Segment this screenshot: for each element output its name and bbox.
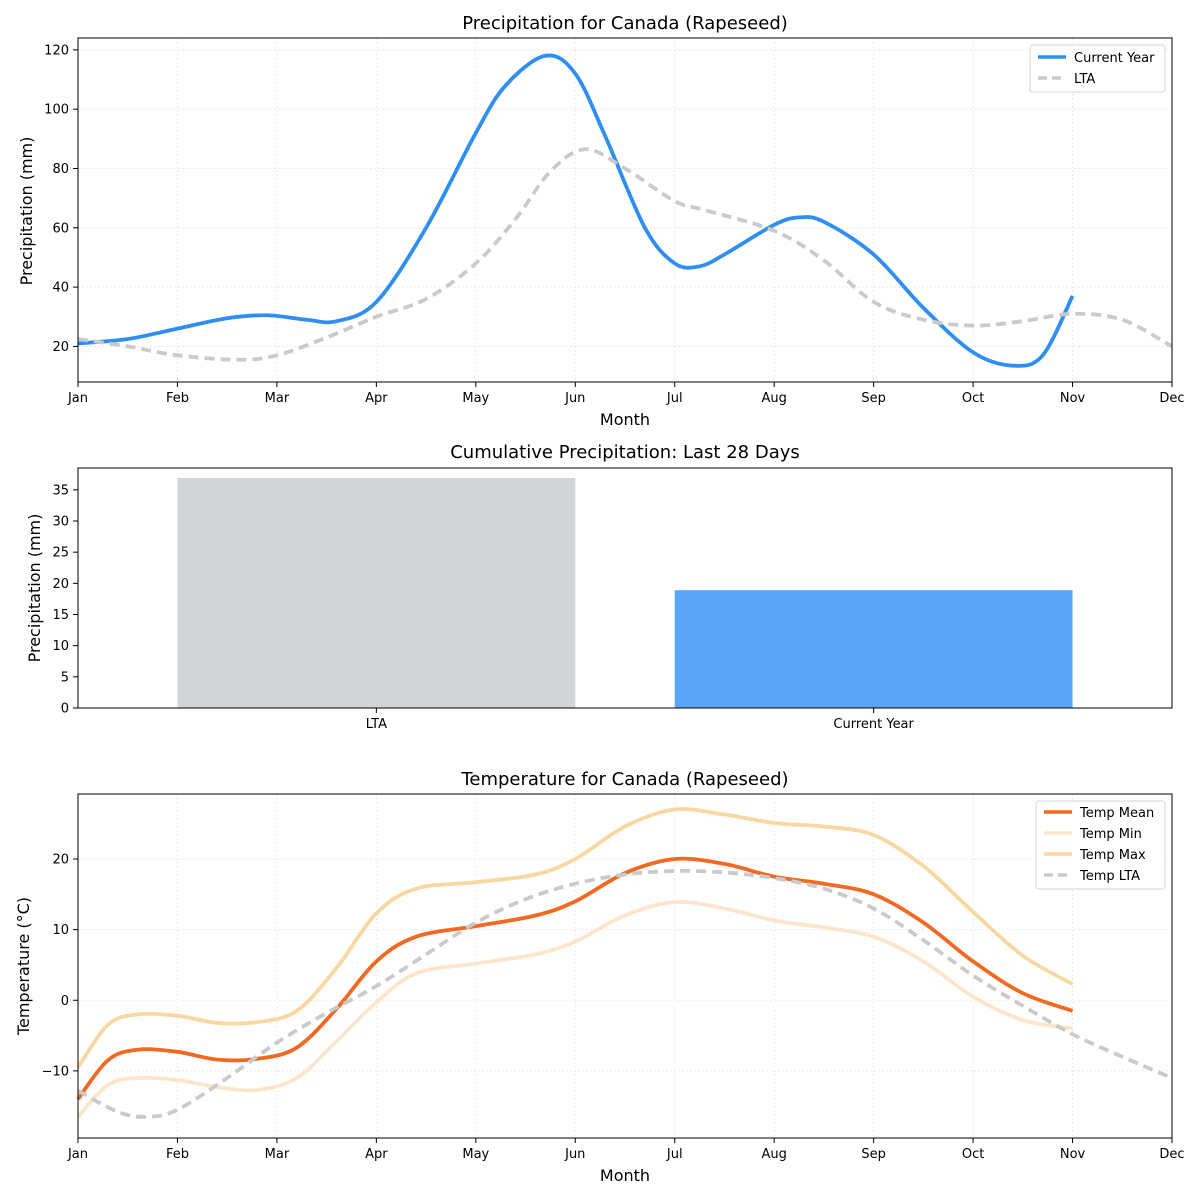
x-axis-label: Month [600, 410, 650, 429]
y-tick-label: 0 [61, 994, 69, 1009]
chart-title: Precipitation for Canada (Rapeseed) [462, 13, 788, 34]
gridlines [77, 794, 1173, 1138]
x-tick-label: Jul [666, 391, 683, 406]
bars [177, 477, 1073, 708]
temperature-line-chart: Temperature for Canada (Rapeseed) Month … [14, 769, 1185, 1185]
series-lines [77, 53, 1173, 368]
x-tick-label: Feb [166, 1147, 189, 1162]
bar-current-year [674, 590, 1073, 708]
plot-frame [77, 37, 1173, 383]
x-tick-label: Jan [67, 1147, 88, 1162]
legend-label-lta: LTA [1074, 72, 1095, 87]
x-tick-label: Oct [962, 391, 984, 406]
series-line-current-year [77, 53, 1075, 368]
series-line-temp-min [76, 899, 1073, 1119]
x-tick-label: Dec [1159, 1147, 1184, 1162]
legend-label-temp-lta: Temp LTA [1079, 869, 1140, 884]
chart-title: Temperature for Canada (Rapeseed) [460, 769, 788, 790]
series-lines [76, 807, 1173, 1119]
series-line-lta [77, 147, 1173, 362]
x-tick-label: LTA [366, 717, 387, 732]
x-tick-label: Current Year [833, 717, 914, 732]
legend: Current Year LTA [1029, 44, 1166, 93]
x-tick-label: Apr [365, 1147, 388, 1162]
legend-box [1035, 800, 1166, 890]
legend-label-temp-mean: Temp Mean [1079, 806, 1154, 821]
chart-title: Cumulative Precipitation: Last 28 Days [450, 442, 800, 463]
y-tick-label: −10 [42, 1064, 69, 1079]
x-tick-label: Jun [564, 391, 585, 406]
y-axis-label: Precipitation (mm) [17, 137, 36, 286]
y-tick-label: 10 [52, 639, 69, 654]
y-tick-label: 30 [52, 514, 69, 529]
y-tick-label: 5 [61, 670, 69, 685]
legend-label-current-year: Current Year [1074, 51, 1155, 66]
precipitation-line-chart: Precipitation for Canada (Rapeseed) Mont… [17, 13, 1185, 429]
y-tick-label: 60 [52, 221, 69, 236]
x-tick-label: Sep [861, 391, 886, 406]
series-line-temp-mean [76, 856, 1074, 1101]
x-axis-label: Month [600, 1166, 650, 1185]
x-tick-label: Feb [166, 391, 189, 406]
y-tick-label: 20 [52, 577, 69, 592]
y-tick-label: 20 [52, 340, 69, 355]
x-tick-label: Sep [861, 1147, 886, 1162]
cumulative-precipitation-bar-chart: Cumulative Precipitation: Last 28 Days P… [25, 442, 1173, 732]
axes: Jan Feb Mar Apr May Jun Jul Aug Sep Oct Nov Dec 20 40… [44, 37, 1185, 406]
bar-lta [177, 477, 576, 708]
x-tick-label: Jul [666, 1147, 683, 1162]
x-tick-label: Oct [962, 1147, 984, 1162]
x-tick-label: Apr [365, 391, 388, 406]
x-tick-label: Nov [1060, 391, 1086, 406]
x-tick-label: May [462, 1147, 489, 1162]
plot-frame [77, 793, 1173, 1139]
axes: LTA Current Year 0 5 10 15 20 25 30 35 [52, 467, 1173, 732]
y-axis-label: Precipitation (mm) [25, 514, 44, 663]
x-tick-label: Aug [761, 391, 786, 406]
axes: Jan Feb Mar Apr May Jun Jul Aug Sep Oct Nov Dec −10 0… [42, 793, 1185, 1162]
y-tick-label: 20 [52, 852, 69, 867]
y-tick-label: 0 [61, 702, 69, 717]
x-tick-label: Jan [67, 391, 88, 406]
series-line-temp-max [76, 807, 1074, 1069]
y-tick-label: 80 [52, 162, 69, 177]
y-tick-label: 100 [44, 103, 69, 118]
legend-label-temp-max: Temp Max [1079, 848, 1146, 863]
y-tick-label: 25 [52, 546, 69, 561]
y-tick-label: 40 [52, 281, 69, 296]
x-tick-label: Aug [761, 1147, 786, 1162]
y-tick-label: 10 [52, 923, 69, 938]
x-tick-label: Dec [1159, 391, 1184, 406]
x-tick-label: May [462, 391, 489, 406]
y-axis-label: Temperature (°C) [14, 897, 33, 1036]
y-tick-label: 15 [52, 608, 69, 623]
legend-label-temp-min: Temp Min [1079, 827, 1142, 842]
x-tick-label: Mar [265, 1147, 290, 1162]
gridlines [77, 38, 1173, 382]
series-line-temp-lta [77, 868, 1173, 1119]
y-tick-label: 120 [44, 43, 69, 58]
legend: Temp Mean Temp Min Temp Max Temp LTA [1035, 800, 1166, 890]
x-tick-label: Jun [564, 1147, 585, 1162]
plot-frame [77, 467, 1173, 709]
x-tick-label: Mar [265, 391, 290, 406]
x-tick-label: Nov [1060, 1147, 1086, 1162]
y-tick-label: 35 [52, 483, 69, 498]
